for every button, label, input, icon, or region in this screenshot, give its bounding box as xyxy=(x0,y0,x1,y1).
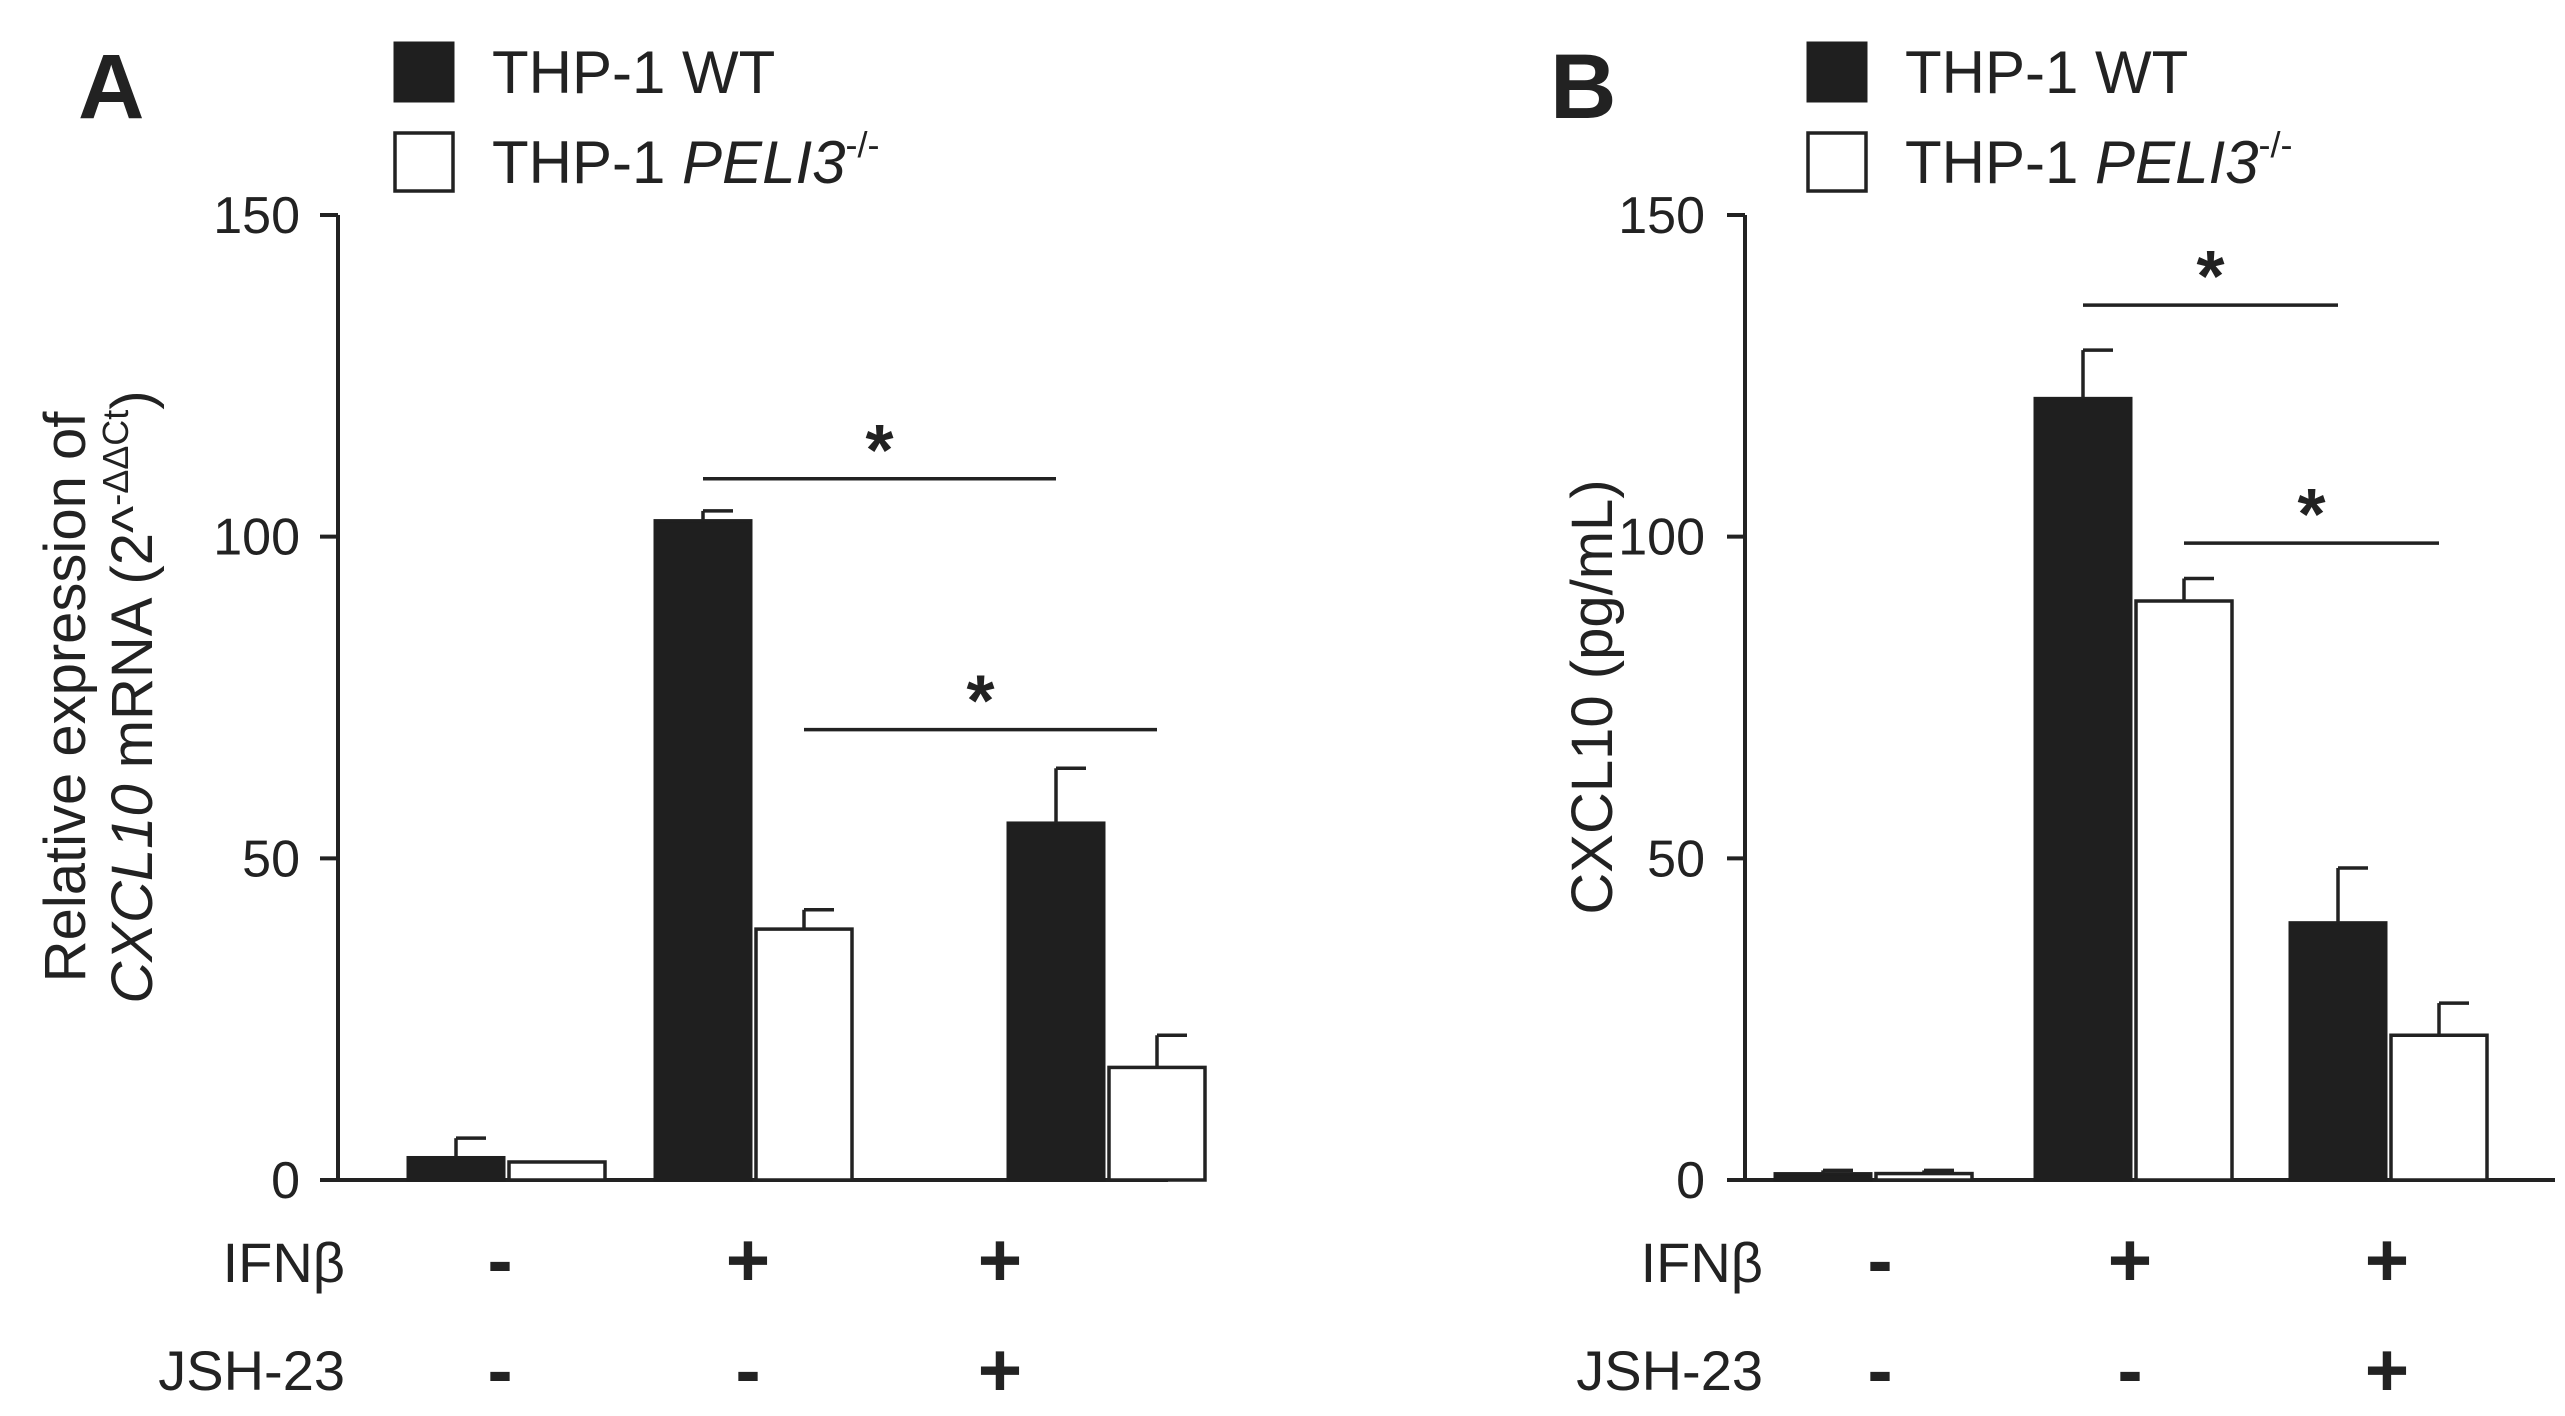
bar-ko-group-2 xyxy=(754,927,854,1182)
legend-swatch-wt xyxy=(1806,41,1868,103)
bar-wt-group-2 xyxy=(2033,396,2133,1182)
condition-sign-jsh23-group-3: + xyxy=(2365,1328,2409,1413)
y-tick-label: 100 xyxy=(1618,509,1705,567)
condition-sign-ifnb-group-3: + xyxy=(978,1218,1022,1303)
condition-sign-ifnb-group-3: + xyxy=(2365,1218,2409,1303)
bar-ko-group-3 xyxy=(2389,1033,2489,1182)
panel-a: A THP-1 WT THP-1 PELI3-/- 0 50 100 150 Relative… xyxy=(33,36,1207,1413)
panel-b: B THP-1 WT THP-1 PELI3-/- 0 50 100 150 CXCL10 (… xyxy=(1550,36,2555,1413)
condition-sign-jsh23-group-1: - xyxy=(487,1328,512,1413)
legend-swatch-ko xyxy=(393,131,455,193)
y-axis-label-line2: CXCL10 mRNA (2^-ΔΔCt) xyxy=(95,390,165,1003)
y-tick-label: 50 xyxy=(242,830,300,888)
condition-sign-jsh23-group-2: - xyxy=(2117,1328,2142,1413)
bar-wt-group-3 xyxy=(1006,821,1106,1182)
y-axis-label: CXCL10 (pg/mL) xyxy=(1560,479,1625,914)
panel-letter: B xyxy=(1550,36,1616,138)
significance-star-1: * xyxy=(865,411,893,491)
condition-sign-jsh23-group-3: + xyxy=(978,1328,1022,1413)
y-tick-label: 50 xyxy=(1647,830,1705,888)
legend-label-wt: THP-1 WT xyxy=(1905,39,2188,106)
legend-label-wt: THP-1 WT xyxy=(492,39,775,106)
bar-wt-group-3 xyxy=(2288,921,2388,1182)
condition-sign-ifnb-group-2: + xyxy=(2108,1218,2152,1303)
bar-ko-group-3 xyxy=(1107,1065,1207,1182)
y-tick-label: 100 xyxy=(213,509,300,567)
legend-label-ko: THP-1 PELI3-/- xyxy=(1905,124,2292,196)
y-tick-label: 150 xyxy=(213,187,300,245)
condition-sign-jsh23-group-1: - xyxy=(1867,1328,1892,1413)
legend-label-ko: THP-1 PELI3-/- xyxy=(492,124,879,196)
condition-label-ifnb: IFNβ xyxy=(223,1231,345,1294)
condition-sign-ifnb-group-1: - xyxy=(487,1218,512,1303)
bar-wt-group-1 xyxy=(1773,1172,1873,1182)
significance-star-1: * xyxy=(2196,237,2224,317)
condition-sign-jsh23-group-2: - xyxy=(735,1328,760,1413)
bar-wt-group-1 xyxy=(406,1155,506,1182)
bar-ko-group-1 xyxy=(507,1160,607,1182)
significance-star-2: * xyxy=(966,662,994,742)
significance-star-2: * xyxy=(2297,475,2325,555)
legend-swatch-ko xyxy=(1806,131,1868,193)
condition-label-jsh23: JSH-23 xyxy=(1576,1339,1763,1402)
y-axis-label-line1: Relative expression of xyxy=(33,411,98,983)
condition-sign-ifnb-group-1: - xyxy=(1867,1218,1892,1303)
y-tick-label: 150 xyxy=(1618,187,1705,245)
y-tick-label: 0 xyxy=(271,1152,300,1210)
condition-sign-ifnb-group-2: + xyxy=(726,1218,770,1303)
bar-ko-group-2 xyxy=(2134,599,2234,1182)
legend-swatch-wt xyxy=(393,41,455,103)
condition-label-jsh23: JSH-23 xyxy=(158,1339,345,1402)
bar-wt-group-2 xyxy=(653,519,753,1182)
condition-label-ifnb: IFNβ xyxy=(1641,1231,1763,1294)
bar-ko-group-1 xyxy=(1874,1171,1974,1182)
y-tick-label: 0 xyxy=(1676,1152,1705,1210)
panel-letter: A xyxy=(78,36,144,138)
